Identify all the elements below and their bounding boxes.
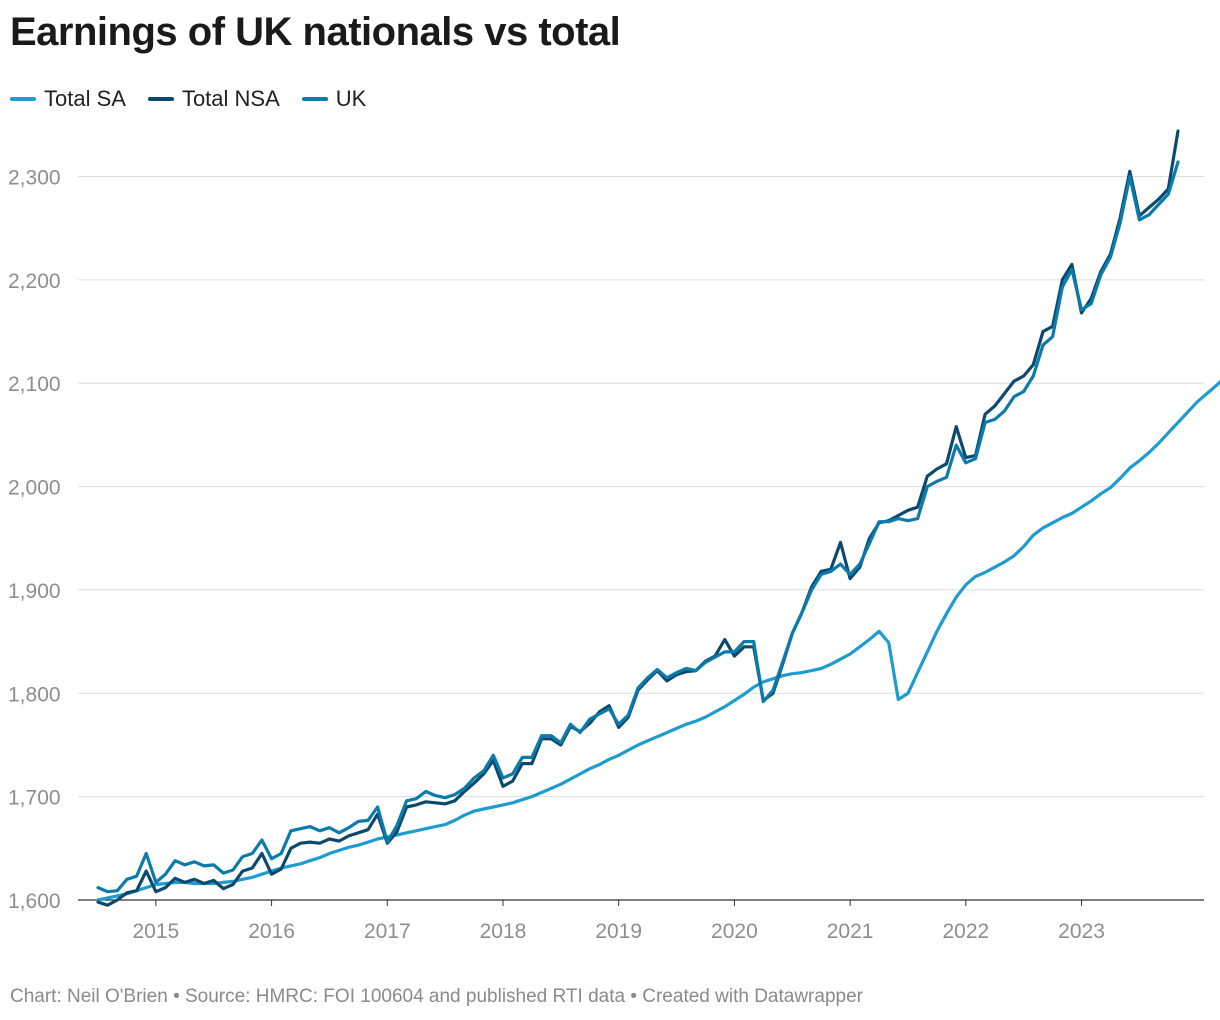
x-tick-label: 2022 — [942, 920, 989, 943]
legend-item-total-nsa: Total NSA — [147, 86, 280, 112]
chart-legend: Total SA Total NSA UK — [10, 86, 388, 112]
y-tick-label: 1,800 — [8, 683, 61, 706]
chart-title: Earnings of UK nationals vs total — [10, 10, 621, 54]
legend-label-total-nsa: Total NSA — [181, 86, 280, 111]
series-lines — [96, 129, 1220, 907]
y-tick-label: 1,900 — [8, 580, 61, 603]
legend-swatch-total-nsa — [147, 97, 174, 101]
axis-labels: 1,600 1,700 1,800 1,900 2,000 2,100 2,200 2,300… — [8, 167, 1105, 943]
grid-lines — [78, 176, 1204, 906]
y-tick-label: 2,200 — [8, 270, 61, 293]
x-tick-label: 2021 — [827, 920, 874, 943]
legend-item-total-sa: Total SA — [10, 86, 126, 112]
y-tick-label: 2,000 — [8, 477, 61, 500]
legend-swatch-total-sa — [10, 97, 36, 101]
y-tick-label: 1,600 — [8, 890, 61, 913]
legend-item-uk: UK — [301, 86, 367, 112]
series-line-total-nsa — [96, 129, 1180, 907]
x-tick-label: 2018 — [480, 920, 527, 943]
y-tick-label: 2,300 — [8, 167, 61, 190]
line-chart: 1,600 1,700 1,800 1,900 2,000 2,100 2,200 2,300… — [8, 129, 1220, 943]
chart-credit: Chart: Neil O'Brien • Source: HMRC: FOI … — [10, 986, 863, 1007]
series-line-total-sa — [96, 379, 1220, 902]
legend-swatch-uk — [301, 97, 328, 101]
y-tick-label: 2,100 — [8, 373, 61, 396]
x-tick-label: 2019 — [595, 920, 642, 943]
series-line-uk — [96, 160, 1180, 894]
x-tick-label: 2015 — [132, 920, 179, 943]
x-tick-label: 2023 — [1058, 920, 1105, 943]
legend-label-uk: UK — [335, 86, 367, 111]
x-tick-label: 2017 — [364, 920, 411, 943]
y-tick-label: 1,700 — [8, 787, 61, 810]
legend-label-total-sa: Total SA — [44, 86, 126, 111]
x-tick-label: 2016 — [248, 920, 295, 943]
x-tick-label: 2020 — [711, 920, 758, 943]
